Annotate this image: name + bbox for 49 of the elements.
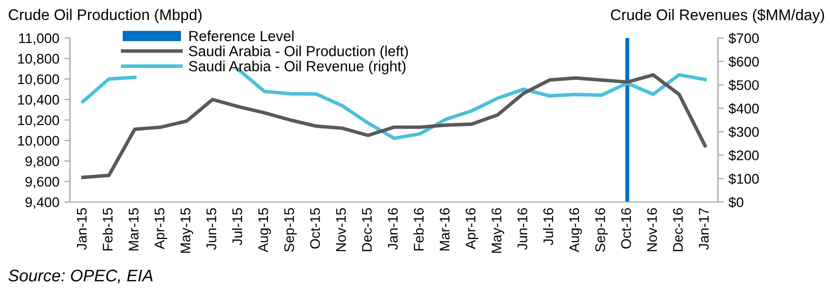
source-note: Source: OPEC, EIA (8, 270, 153, 284)
y2-tick-label: $600 (728, 56, 759, 68)
y2-axis-title: Crude Oil Revenues ($MM/day) (610, 8, 824, 24)
x-tick-label: Mar-15 (128, 208, 139, 250)
y-tick-label: 10,200 (18, 115, 60, 127)
x-tick-label: Jul-15 (232, 208, 242, 246)
x-tick-label: Aug-15 (258, 208, 271, 252)
x-tick-label: Dec-16 (673, 208, 683, 252)
y-tick-label: 10,400 (18, 94, 60, 106)
y2-tick-label: $100 (728, 173, 759, 185)
y-tick-label: 9,400 (25, 197, 60, 209)
x-tick-label: Feb-16 (413, 208, 424, 250)
x-tick-label: Jan-15 (76, 208, 87, 250)
y-tick-label: 10,800 (18, 54, 60, 66)
y-tick-label: 9,800 (25, 156, 60, 168)
x-tick-label: May-15 (180, 208, 194, 253)
y-tick-label: 10,600 (18, 74, 60, 86)
legend-label: Saudi Arabia - Oil Production (left) (188, 46, 408, 60)
x-tick-label: Jun-15 (206, 208, 216, 250)
legend-label: Saudi Arabia - Oil Revenue (right) (188, 60, 406, 74)
x-tick-label: Sep-15 (284, 208, 297, 252)
y-tick-label: 9,600 (25, 176, 60, 188)
x-tick-label: Apr-15 (154, 208, 168, 250)
x-tick-label: Nov-16 (647, 208, 657, 252)
legend-label: Reference Level (189, 30, 294, 42)
y-tick-label: 11,000 (19, 33, 60, 45)
y-axis-title: Crude Oil Production (Mbpd) (8, 8, 202, 24)
x-tick-label: Dec-15 (362, 208, 372, 252)
y2-tick-label: $300 (728, 126, 759, 138)
y2-tick-label: $0 (728, 196, 744, 208)
x-tick-label: Sep-16 (595, 208, 608, 252)
x-tick-label: Oct-16 (621, 208, 632, 249)
y2-tick-label: $200 (728, 150, 759, 162)
x-tick-label: Jan-17 (699, 208, 709, 250)
line-series (81, 73, 707, 180)
x-tick-label: Jan-16 (388, 208, 398, 250)
x-tick-label: Jul-16 (543, 208, 554, 246)
y2-tick-label: $700 (728, 32, 759, 44)
y2-tick-label: $400 (728, 103, 759, 114)
x-tick-label: Aug-16 (569, 208, 582, 252)
x-tick-label: Mar-16 (440, 208, 450, 250)
x-tick-label: Feb-15 (102, 208, 113, 250)
y2-tick-label: $500 (728, 80, 759, 91)
x-tick-label: Apr-16 (466, 208, 478, 250)
x-tick-label: Jun-16 (517, 208, 528, 250)
x-tick-label: Oct-15 (310, 208, 320, 249)
x-tick-label: May-16 (492, 208, 504, 253)
y-tick-label: 10,000 (18, 136, 60, 148)
x-tick-label: Nov-15 (336, 208, 346, 252)
